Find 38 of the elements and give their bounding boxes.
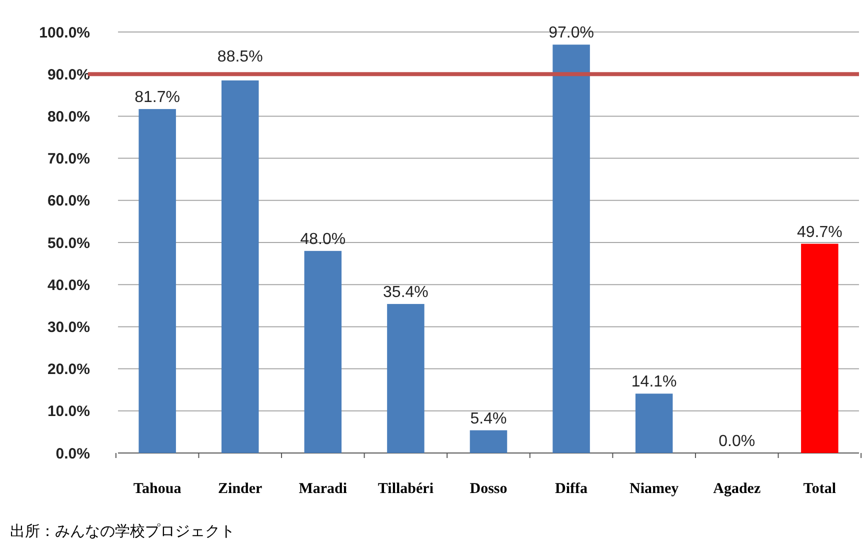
x-tick-label: Tahoua xyxy=(133,481,182,497)
x-tick-label: Agadez xyxy=(713,481,761,497)
y-tick-label: 10.0% xyxy=(47,403,90,420)
data-label: 81.7% xyxy=(134,89,180,106)
data-label: 88.5% xyxy=(217,48,263,66)
y-tick-label: 80.0% xyxy=(47,108,90,126)
y-tick-label: 50.0% xyxy=(47,234,90,252)
data-label: 0.0% xyxy=(718,433,756,450)
bar xyxy=(635,394,673,453)
data-label: 97.0% xyxy=(548,24,594,42)
x-tick-label: Zinder xyxy=(218,481,263,497)
x-tick-label: Niamey xyxy=(630,481,680,497)
y-tick-label: 20.0% xyxy=(47,361,90,378)
y-tick-label: 90.0% xyxy=(47,66,90,84)
y-tick-label: 100.0% xyxy=(39,24,90,42)
x-tick-label: Maradi xyxy=(298,481,348,497)
y-tick-label: 40.0% xyxy=(47,276,90,294)
y-tick-label: 30.0% xyxy=(47,318,90,336)
bar xyxy=(304,250,342,453)
bar xyxy=(470,430,508,453)
data-label: 14.1% xyxy=(631,374,677,391)
data-label: 48.0% xyxy=(300,230,346,248)
data-label: 5.4% xyxy=(470,410,507,428)
x-tick-label: Dosso xyxy=(470,481,508,497)
bar xyxy=(221,80,259,453)
bar xyxy=(801,244,838,453)
x-tick-label: Total xyxy=(803,481,836,497)
data-label: 35.4% xyxy=(383,284,428,301)
bar xyxy=(138,109,176,453)
y-tick-label: 0.0% xyxy=(56,445,90,462)
bar xyxy=(387,304,424,453)
y-tick-label: 70.0% xyxy=(47,150,90,168)
bar xyxy=(552,44,590,453)
x-tick-label: Tillabéri xyxy=(378,481,434,497)
y-tick-label: 60.0% xyxy=(47,192,90,210)
x-tick-label: Diffa xyxy=(555,481,588,497)
text: 出所：みんなの学校プロジェクト xyxy=(10,522,235,540)
data-label: 49.7% xyxy=(796,224,842,241)
